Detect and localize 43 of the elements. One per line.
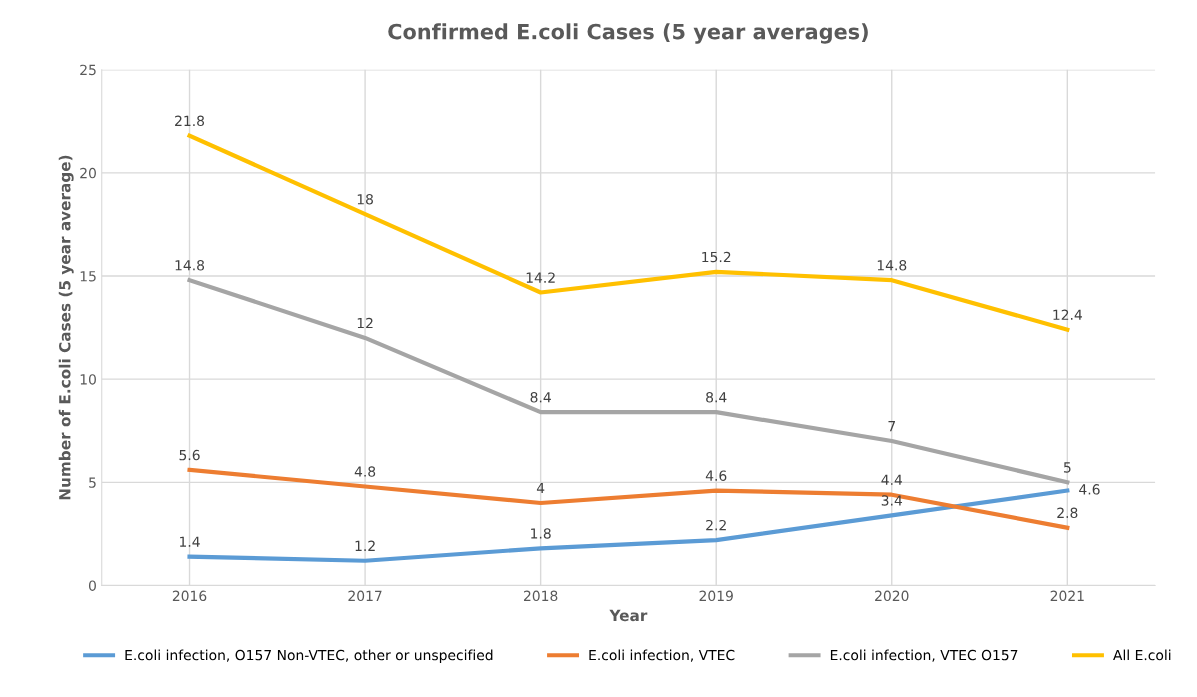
legend-label: E.coli infection, O157 Non-VTEC, other or unspecified bbox=[125, 649, 493, 663]
x-tick-label: 2018 bbox=[523, 590, 558, 602]
y-axis-title: Number of E.coli Cases (5 year average) bbox=[58, 155, 74, 500]
y-tick-label: 20 bbox=[80, 167, 96, 179]
data-label: 12.4 bbox=[1053, 309, 1083, 320]
data-label: 2.2 bbox=[706, 519, 726, 531]
data-label: 4.8 bbox=[354, 466, 376, 477]
x-tick-label: 2017 bbox=[348, 590, 382, 602]
data-label: 14.8 bbox=[877, 260, 907, 271]
data-label: 3.4 bbox=[881, 495, 903, 506]
data-label: 4.4 bbox=[881, 474, 903, 485]
data-label: 1.8 bbox=[531, 528, 551, 539]
data-label: 5.6 bbox=[179, 449, 200, 461]
data-label: 1.2 bbox=[355, 540, 375, 551]
data-label: 12 bbox=[357, 317, 373, 329]
data-label: 8.4 bbox=[706, 392, 727, 403]
data-label: 7 bbox=[888, 421, 895, 432]
data-label: 14.8 bbox=[175, 260, 205, 271]
y-tick-label: 5 bbox=[89, 477, 96, 488]
y-tick-label: 0 bbox=[88, 580, 96, 591]
data-label: 4.6 bbox=[705, 470, 727, 481]
data-label: 21.8 bbox=[175, 115, 205, 127]
x-tick-label: 2016 bbox=[172, 590, 207, 602]
y-tick-label: 10 bbox=[80, 374, 96, 385]
data-label: 15.2 bbox=[702, 251, 731, 263]
y-tick-label: 15 bbox=[80, 271, 96, 282]
chart-title: Confirmed E.coli Cases (5 year averages) bbox=[388, 23, 868, 44]
x-axis-title: Year bbox=[609, 609, 648, 622]
legend-label: All E.coli bbox=[1113, 649, 1171, 661]
data-label: 1.4 bbox=[180, 536, 200, 547]
data-label: 14.2 bbox=[526, 272, 555, 283]
legend-label: E.coli infection, VTEC bbox=[589, 649, 735, 662]
data-label: 5 bbox=[1063, 462, 1071, 473]
data-label: 18 bbox=[357, 193, 373, 205]
x-tick-label: 2020 bbox=[875, 590, 909, 602]
y-tick-label: 25 bbox=[80, 64, 96, 76]
legend-label: E.coli infection, VTEC O157 bbox=[830, 649, 1018, 662]
x-tick-label: 2019 bbox=[699, 590, 733, 602]
data-label: 4 bbox=[536, 483, 545, 494]
data-label: 8.4 bbox=[530, 392, 551, 403]
data-label: 2.8 bbox=[1057, 507, 1078, 519]
data-label: 4.6 bbox=[1079, 484, 1100, 495]
x-tick-label: 2021 bbox=[1050, 590, 1084, 602]
